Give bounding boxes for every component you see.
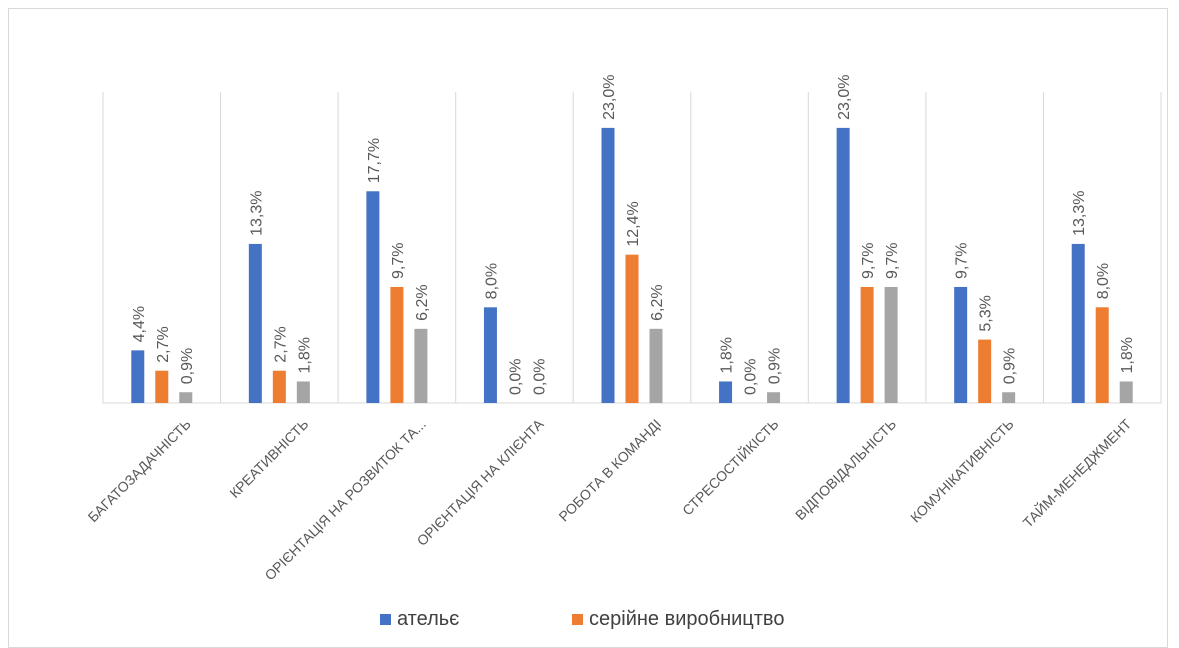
bar-series-2-cat-0: [179, 392, 193, 403]
bar-series-2-cat-2: [414, 328, 428, 403]
data-label: 0,9%: [1002, 348, 1019, 384]
data-label: 9,7%: [954, 243, 971, 279]
bar-series-2-cat-7: [1002, 392, 1016, 403]
bar-series-0-cat-1: [248, 243, 262, 403]
legend-item-atelier: ательє: [380, 608, 459, 631]
bar-series-2-cat-8: [1119, 381, 1133, 403]
data-label: 13,3%: [1071, 191, 1088, 236]
bar-series-2-cat-6: [884, 286, 898, 403]
data-label: 23,0%: [836, 75, 853, 120]
legend-label-serial-production: серійне виробництво: [589, 608, 785, 630]
data-label: 5,3%: [978, 295, 995, 331]
category-label: РОБОТА В КОМАНДІ: [555, 416, 664, 525]
data-label: 0,0%: [743, 359, 760, 395]
data-label: 17,7%: [366, 138, 383, 183]
category-label: БАГАТОЗАДАЧНІСТЬ: [85, 416, 194, 525]
bar-series-2-cat-1: [296, 381, 310, 403]
bar-series-1-cat-7: [978, 339, 992, 403]
data-label: 1,8%: [719, 337, 736, 373]
category-label: ТАЙМ-МЕНЕДЖМЕНТ: [1019, 415, 1135, 531]
bar-series-1-cat-8: [1095, 307, 1109, 403]
data-label: 6,2%: [649, 284, 666, 320]
bar-series-0-cat-2: [366, 191, 380, 403]
bar-series-1-cat-1: [272, 370, 286, 403]
data-label: 0,9%: [767, 348, 784, 384]
legend-swatch-atelier: [380, 614, 391, 625]
legend: ательє серійне виробництво: [0, 608, 1179, 634]
data-label: 4,4%: [131, 306, 148, 342]
category-label: ОРІЄНТАЦІЯ НА КЛІЄНТА: [414, 415, 547, 548]
data-label: 12,4%: [625, 201, 642, 246]
data-label: 0,0%: [531, 359, 548, 395]
bar-series-0-cat-7: [954, 286, 968, 403]
data-label: 1,8%: [1119, 337, 1136, 373]
data-label: 13,3%: [248, 191, 265, 236]
bar-series-1-cat-0: [155, 370, 169, 403]
data-label: 23,0%: [601, 75, 618, 120]
bar-series-1-cat-2: [390, 286, 404, 403]
bar-series-2-cat-4: [649, 328, 663, 403]
bar-series-2-cat-5: [767, 392, 781, 403]
bar-series-1-cat-4: [625, 254, 639, 403]
bar-series-0-cat-5: [719, 381, 733, 403]
data-label: 1,8%: [296, 337, 313, 373]
data-label: 6,2%: [414, 284, 431, 320]
bar-series-1-cat-6: [860, 286, 874, 403]
data-label: 2,7%: [272, 326, 289, 362]
legend-label-atelier: ательє: [397, 608, 460, 630]
bar-series-0-cat-3: [483, 307, 497, 403]
bar-series-0-cat-0: [131, 350, 145, 403]
data-label: 2,7%: [155, 326, 172, 362]
bar-series-0-cat-8: [1071, 243, 1085, 403]
data-label: 8,0%: [483, 263, 500, 299]
bar-series-0-cat-4: [601, 127, 615, 403]
category-label: СТРЕСОСТІЙКІСТЬ: [678, 415, 781, 518]
legend-item-serial-production: серійне виробництво: [572, 608, 784, 631]
category-label: ВІДПОВІДАЛЬНІСТЬ: [792, 416, 899, 523]
category-label: КРЕАТИВНІСТЬ: [226, 416, 311, 501]
data-label: 8,0%: [1095, 263, 1112, 299]
bar-series-0-cat-6: [836, 127, 850, 403]
data-label: 0,0%: [507, 359, 524, 395]
data-label: 9,7%: [860, 243, 877, 279]
category-label: КОМУНІКАТИВНІСТЬ: [907, 416, 1017, 526]
data-label: 9,7%: [390, 243, 407, 279]
data-label: 0,9%: [179, 348, 196, 384]
legend-swatch-serial-production: [572, 614, 583, 625]
data-label: 9,7%: [884, 243, 901, 279]
